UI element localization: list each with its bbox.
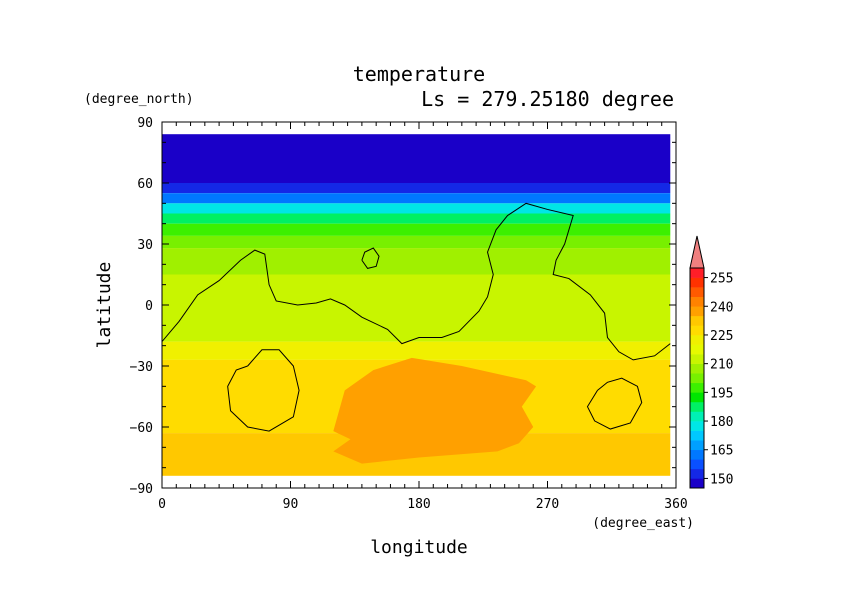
y-tick-label: −60 [130,421,153,436]
topography-contour [162,202,671,361]
y-tick-label: 30 [137,238,153,253]
colorbar-swatch [690,382,704,393]
colorbar-label: 150 [710,472,733,487]
colorbar-label: 210 [710,358,733,373]
colorbar-swatch [690,268,704,278]
colorbar-label: 195 [710,386,733,401]
axes: 0 90 180 270 360 90 60 30 0 −30 −60 −90 [130,116,688,512]
x-units-label: (degree_east) [592,516,694,531]
x-tick-label: 270 [536,497,559,512]
y-tick-label: 60 [137,177,153,192]
x-tick-label: 0 [158,497,166,512]
topography-contours [162,202,671,432]
colorbar-swatch [690,306,704,317]
colorbar-swatch [690,401,704,412]
colorbar-swatch [690,315,704,326]
x-tick-label: 360 [664,497,687,512]
colorbar-swatch [690,468,704,479]
temperature-band [162,193,671,204]
temperature-band [162,274,671,342]
colorbar: 255 240 225 210 195 180 165 150 [689,235,733,489]
chart-subtitle: Ls = 279.25180 degree [421,87,674,111]
colorbar-swatch [690,277,704,288]
colorbar-label: 165 [710,444,733,459]
colorbar-swatch [690,287,704,297]
colorbar-swatch [690,354,704,364]
y-axis-label: latitude [94,262,115,349]
temperature-band [162,248,671,275]
colorbar-swatch [690,478,704,489]
y-units-label: (degree_north) [84,92,194,107]
y-tick-label: 90 [137,116,153,131]
temperature-field [162,134,671,476]
temperature-band [162,341,671,360]
colorbar-swatch [690,430,704,441]
colorbar-extend-arrow [689,235,705,269]
colorbar-swatch [690,440,704,451]
temperature-band [162,134,671,183]
y-tick-label: −90 [130,482,153,497]
colorbar-swatch [690,325,704,336]
temperature-band [162,203,671,214]
colorbar-swatch [690,373,704,384]
colorbar-label: 225 [710,329,733,344]
x-tick-label: 90 [283,497,299,512]
colorbar-swatch [690,296,704,307]
temperature-band [162,235,671,249]
colorbar-swatch [690,411,704,422]
y-tick-label: −30 [130,360,153,375]
x-axis-label: longitude [370,537,468,558]
temperature-band [162,213,671,224]
colorbar-label: 180 [710,415,733,430]
x-tick-label: 180 [407,497,430,512]
colorbar-swatch [690,459,704,470]
y-tick-label: 0 [145,299,153,314]
colorbar-label: 240 [710,300,733,315]
colorbar-swatch [690,344,704,355]
temperature-band [162,183,671,194]
colorbar-swatch [690,363,704,374]
colorbar-swatch [690,449,704,460]
chart-title: temperature [353,62,485,86]
topography-contour [361,247,380,269]
colorbar-frame [689,267,705,489]
colorbar-swatch [690,392,704,403]
colorbar-swatch [690,421,704,431]
colorbar-swatch [690,334,704,345]
warm-region [333,357,537,464]
topography-contour [227,349,300,432]
topography-contour [586,377,643,430]
temperature-band [162,223,671,236]
colorbar-label: 255 [710,272,733,287]
